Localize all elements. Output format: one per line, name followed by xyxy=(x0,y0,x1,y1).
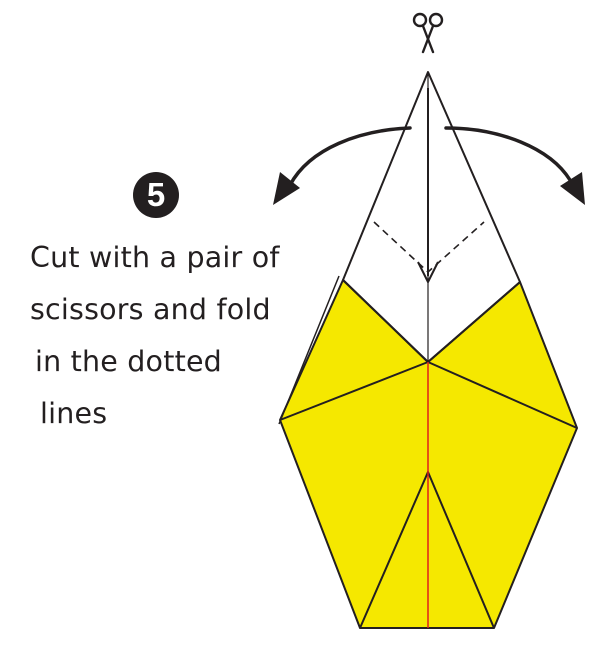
curved-fold-arrow-left-icon xyxy=(288,126,412,187)
fold-line-left-lower xyxy=(279,361,429,421)
instruction-line: scissors and fold xyxy=(30,293,271,326)
fold-line-left-upper xyxy=(342,279,429,363)
instruction-line: lines xyxy=(40,397,108,430)
curved-fold-arrow-right-icon xyxy=(444,126,572,182)
curved-fold-arrow-left-head xyxy=(273,172,300,205)
step-number-badge: 5 xyxy=(133,172,179,218)
instruction-line: in the dotted xyxy=(35,345,222,378)
curved-fold-arrow-right-head xyxy=(560,172,585,205)
instruction-text: Cut with a pair of scissors and fold in … xyxy=(30,232,330,440)
fold-line-right-upper xyxy=(427,281,521,363)
fold-line-right-lower xyxy=(427,361,578,429)
scissors-icon xyxy=(412,12,444,54)
instruction-line: Cut with a pair of xyxy=(30,241,280,274)
cut-arrow-head xyxy=(417,261,439,283)
left-side-edge xyxy=(278,275,340,425)
